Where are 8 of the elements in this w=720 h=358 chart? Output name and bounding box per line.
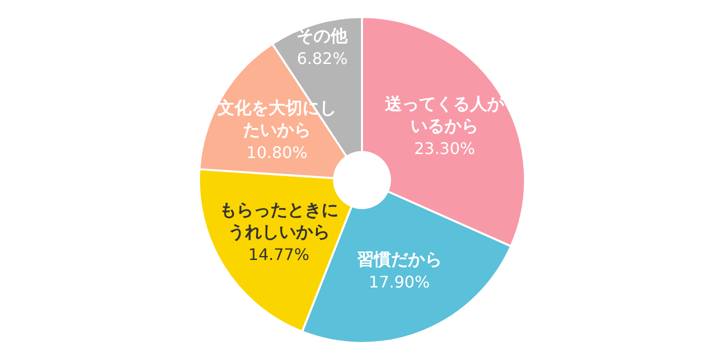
data-label: 14.77% [248, 245, 310, 264]
data-label: 10.80% [246, 142, 308, 162]
data-label: 6.82% [296, 48, 348, 68]
slice-label: その他 [296, 26, 349, 46]
data-label: 17.90% [368, 272, 430, 292]
slice-label: もらったときにうれしいから [219, 200, 338, 243]
data-label: 23.30% [414, 138, 476, 158]
slice-label: 習慣だから [356, 250, 442, 270]
